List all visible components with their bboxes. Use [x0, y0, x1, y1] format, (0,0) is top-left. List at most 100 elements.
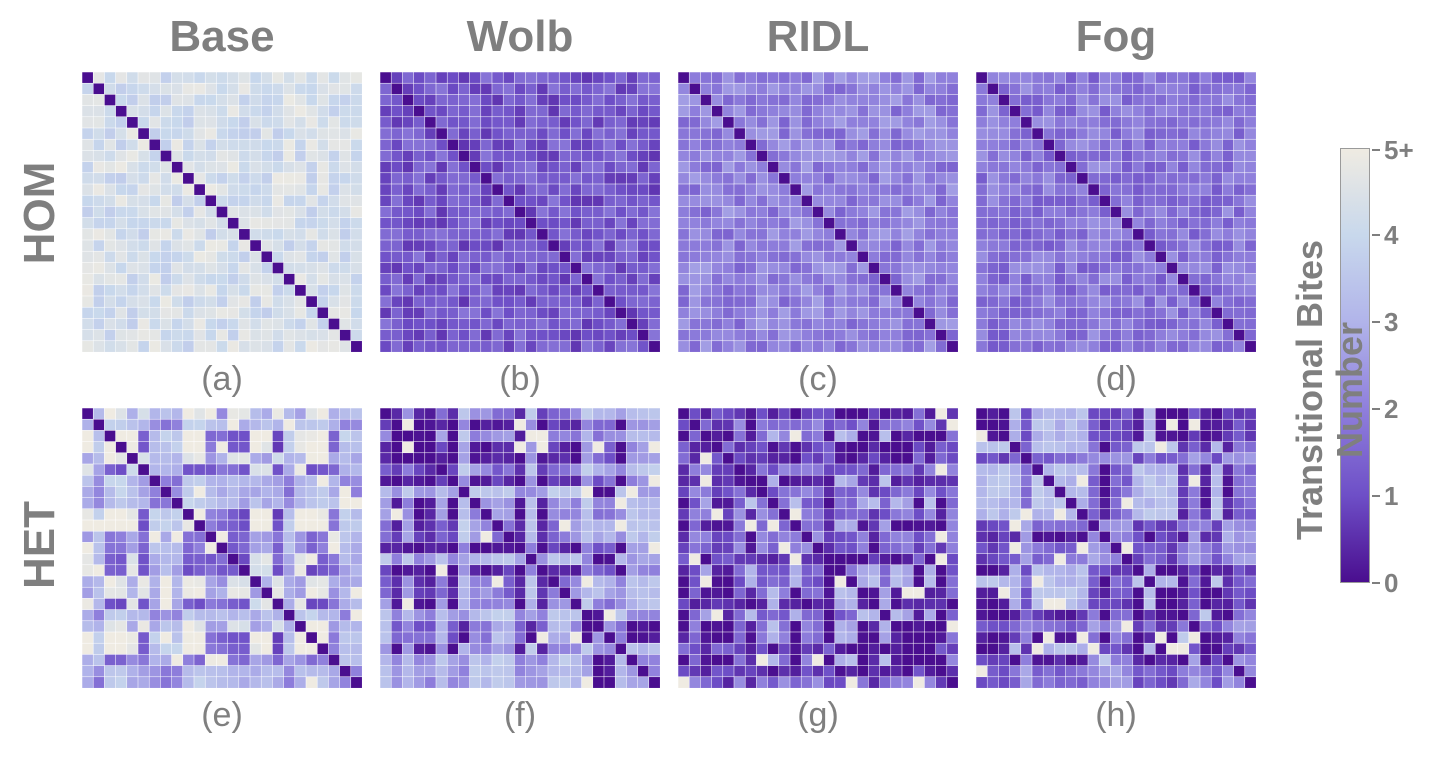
heatmap-cell [92, 72, 105, 84]
heatmap-cell [678, 530, 690, 543]
heatmap-cell [789, 564, 802, 577]
heatmap-cell [879, 228, 892, 241]
heatmap-cell [1087, 228, 1100, 241]
heatmap-cell [614, 105, 627, 118]
heatmap-cell [1199, 318, 1212, 331]
heatmap-cell [722, 194, 735, 207]
heatmap-cell [1199, 530, 1212, 543]
heatmap-cell [879, 408, 892, 420]
heatmap-cell [1121, 564, 1134, 577]
heatmap-cell [249, 172, 262, 185]
heatmap-cell [1132, 217, 1145, 230]
heatmap-cell [339, 194, 352, 207]
heatmap-cell [480, 441, 493, 454]
heatmap-cell [1166, 486, 1179, 499]
heatmap-cell [592, 654, 605, 667]
heatmap-cell [1054, 586, 1067, 599]
heatmap-cell [1065, 295, 1078, 308]
heatmap-cell [1199, 665, 1212, 678]
heatmap-cell [1222, 564, 1235, 577]
heatmap-cell [924, 575, 937, 588]
heatmap-cell [603, 194, 616, 207]
heatmap-cell [350, 206, 362, 219]
heatmap-cell [1020, 575, 1033, 588]
heatmap-cell [514, 329, 527, 342]
heatmap-cell [1121, 430, 1134, 443]
heatmap-cell [688, 530, 701, 543]
heatmap-cell [711, 284, 724, 297]
heatmap-cell [536, 441, 549, 454]
heatmap-cell [1166, 530, 1179, 543]
heatmap-cell [603, 508, 616, 521]
heatmap-cell [350, 239, 362, 252]
heatmap-cell [1143, 105, 1156, 118]
heatmap-cell [812, 217, 825, 230]
heatmap-cell [1009, 474, 1022, 487]
heatmap-cell [402, 82, 415, 95]
heatmap-cell [1076, 250, 1089, 263]
heatmap-cell [1031, 564, 1044, 577]
heatmap-cell [171, 408, 184, 420]
heatmap-cell [502, 105, 515, 118]
heatmap-cell [260, 497, 273, 510]
heatmap-cell [446, 676, 459, 688]
heatmap-cell [328, 239, 341, 252]
heatmap-cell [558, 474, 571, 487]
heatmap-cell [1244, 105, 1256, 118]
heatmap-cell [380, 530, 392, 543]
heatmap-cell [536, 217, 549, 230]
heatmap-cell [570, 486, 583, 499]
heatmap-cell [1132, 105, 1145, 118]
heatmap-cell [890, 676, 903, 688]
heatmap-cell [812, 474, 825, 487]
heatmap-cell [626, 452, 639, 465]
heatmap-cell [82, 150, 94, 163]
heatmap-cell [1244, 340, 1256, 352]
heatmap-cell [424, 250, 437, 263]
heatmap-cell [469, 430, 482, 443]
heatmap-cell [350, 172, 362, 185]
heatmap-cell [1076, 519, 1089, 532]
heatmap-cell [182, 586, 195, 599]
heatmap-cell [294, 329, 307, 342]
heatmap-cell [756, 474, 769, 487]
heatmap-cell [413, 474, 426, 487]
heatmap-cell [1054, 408, 1067, 420]
heatmap-cell [1121, 340, 1134, 352]
heatmap-cell [339, 72, 352, 84]
heatmap-cell [756, 318, 769, 331]
heatmap-cell [380, 239, 392, 252]
heatmap-cell [744, 564, 757, 577]
heatmap-cell [137, 138, 150, 151]
heatmap-cell [402, 116, 415, 129]
heatmap-cell [148, 116, 161, 129]
heatmap-cell [946, 497, 958, 510]
heatmap-cell [845, 94, 858, 107]
heatmap-cell [1222, 194, 1235, 207]
heatmap-cell [1087, 172, 1100, 185]
heatmap-cell [603, 116, 616, 129]
heatmap-cell [648, 553, 660, 566]
heatmap-cell [536, 586, 549, 599]
heatmap-cell [879, 609, 892, 622]
heatmap-cell [339, 665, 352, 678]
heatmap-cell [547, 127, 560, 140]
heatmap-cell [82, 127, 94, 140]
heatmap-cell [402, 127, 415, 140]
heatmap-cell [514, 82, 527, 95]
heatmap-cell [82, 408, 94, 420]
heatmap-cell [986, 530, 999, 543]
heatmap-cell [1222, 340, 1235, 352]
heatmap-cell [469, 161, 482, 174]
heatmap-cell [868, 82, 881, 95]
heatmap-cell [272, 206, 285, 219]
heatmap-cell [424, 654, 437, 667]
heatmap-cell [82, 553, 94, 566]
heatmap-cell [249, 273, 262, 286]
heatmap-cell [305, 486, 318, 499]
heatmap-cell [316, 82, 329, 95]
heatmap-cell [536, 564, 549, 577]
heatmap-cell [294, 452, 307, 465]
heatmap-cell [678, 609, 690, 622]
heatmap-cell [767, 194, 780, 207]
